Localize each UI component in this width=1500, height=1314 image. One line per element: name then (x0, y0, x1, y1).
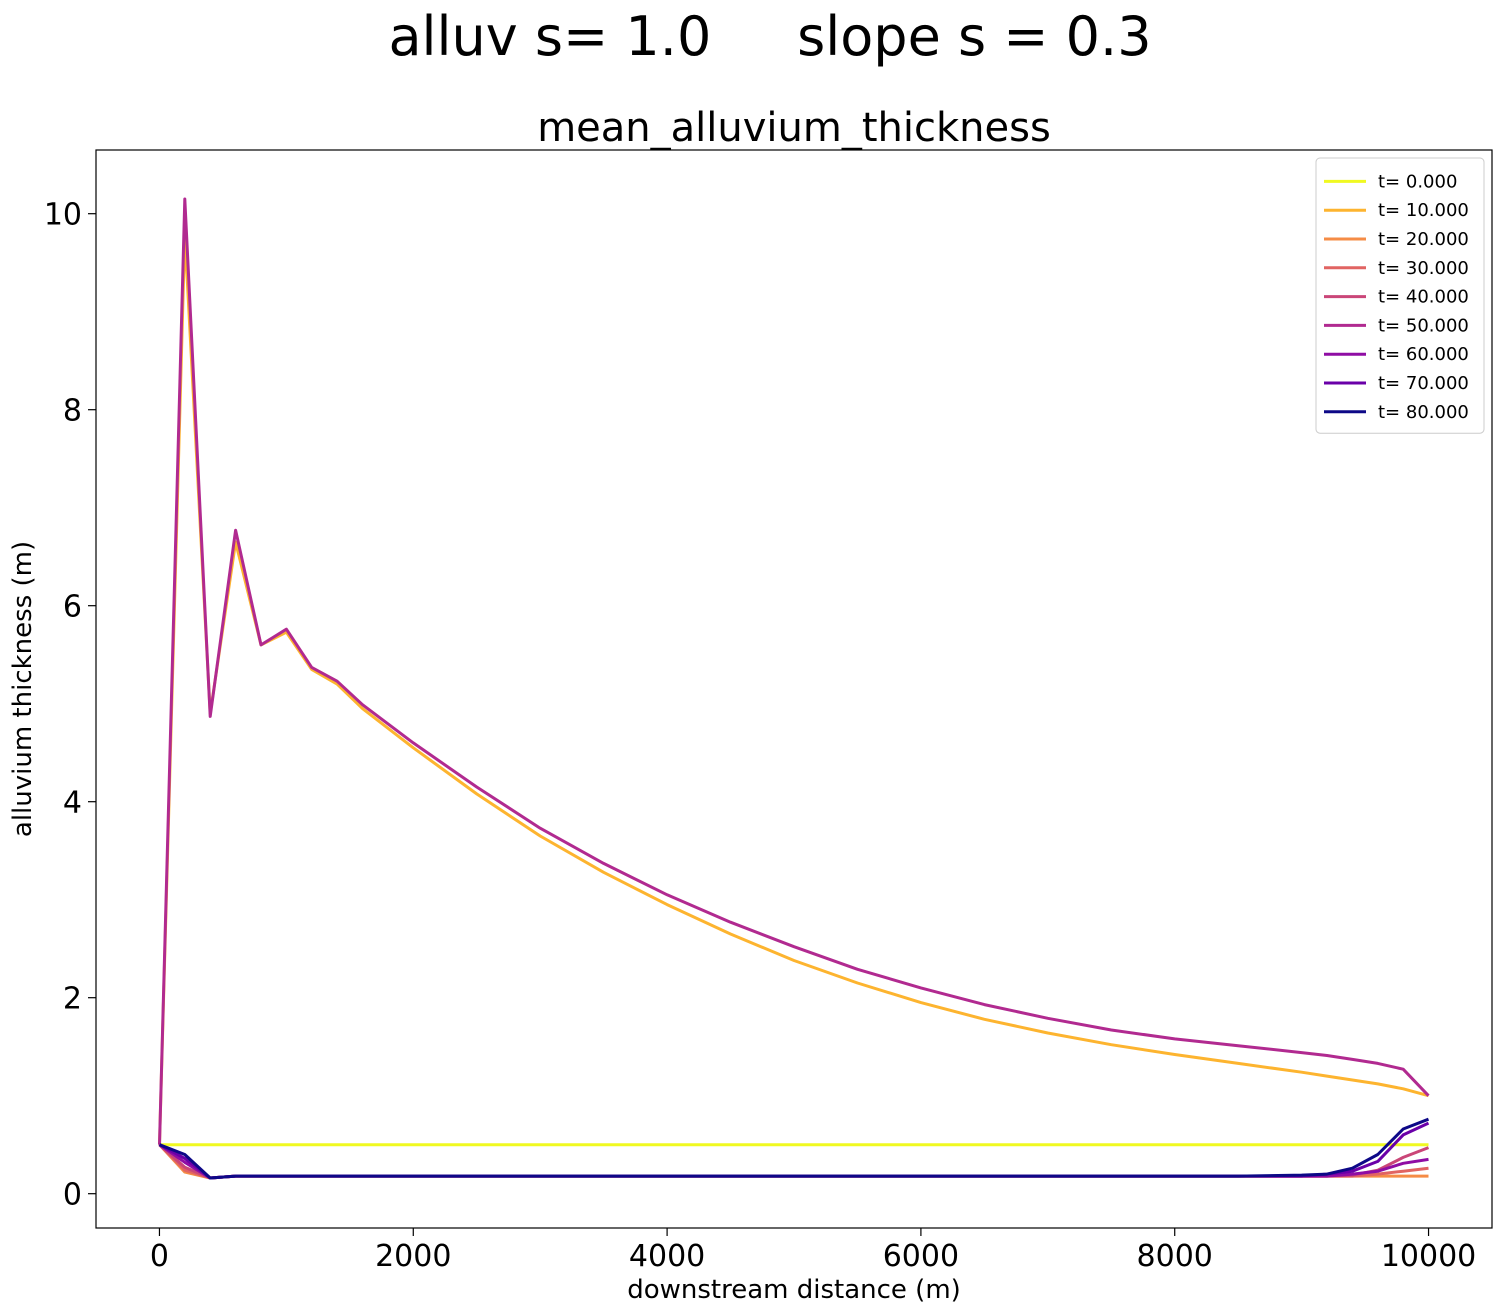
legend-box (1315, 157, 1485, 434)
legend-entry: t= 60.000 (1378, 344, 1469, 365)
x-axis-label: downstream distance (m) (627, 1275, 961, 1305)
y-axis: 0 2 4 6 8 10 (44, 198, 96, 1213)
y-tick-label: 8 (63, 394, 82, 429)
y-axis-label: alluvium thickness (m) (8, 541, 38, 837)
plot-frame (95, 149, 1493, 1229)
y-tick-label: 6 (63, 590, 82, 625)
series-layer (158, 197, 1430, 1180)
legend-entry: t= 0.000 (1378, 171, 1457, 192)
y-tick-label: 10 (44, 198, 82, 233)
chart-title: mean_alluvium_thickness (537, 105, 1051, 151)
legend-entry: t= 70.000 (1378, 373, 1469, 394)
x-tick-label: 10000 (1381, 1239, 1476, 1274)
x-tick-label: 4000 (629, 1239, 705, 1274)
x-axis: 0 2000 4000 6000 8000 10000 (150, 1228, 1476, 1274)
legend-entry: t= 10.000 (1378, 200, 1469, 221)
series-line-1 (158, 231, 1429, 1145)
x-tick-label: 8000 (1137, 1239, 1213, 1274)
y-tick-label: 2 (63, 982, 82, 1017)
legend-entry: t= 50.000 (1378, 315, 1469, 336)
figure-suptitle: alluv s= 1.0 slope s = 0.3 (388, 5, 1151, 68)
legend-entry: t= 80.000 (1378, 402, 1469, 423)
x-tick-label: 2000 (375, 1239, 451, 1274)
x-tick-label: 6000 (883, 1239, 959, 1274)
y-tick-label: 0 (63, 1178, 82, 1213)
legend-entry: t= 40.000 (1378, 287, 1469, 308)
series-line-5 (158, 197, 1430, 1145)
x-tick-label: 0 (150, 1239, 169, 1274)
legend-entry: t= 20.000 (1378, 229, 1469, 250)
y-tick-label: 4 (63, 786, 82, 821)
legend-entry: t= 30.000 (1378, 258, 1469, 279)
plot-area (96, 150, 1492, 1228)
legend: t= 0.000 t= 10.000 t= 20.000 t= 30.000 t= 40… (1315, 157, 1485, 434)
series-line-8 (158, 1117, 1430, 1180)
